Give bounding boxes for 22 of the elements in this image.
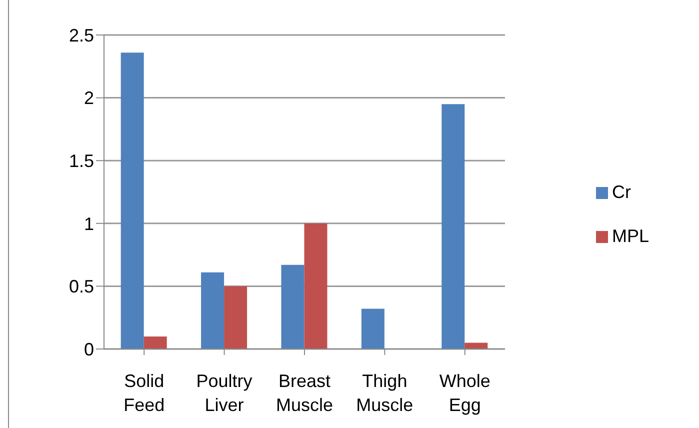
bar — [120, 52, 144, 349]
bar — [464, 342, 488, 349]
x-tick-label: Whole Egg — [439, 371, 490, 415]
bar — [442, 104, 465, 349]
y-tick-label: 0.5 — [68, 276, 94, 297]
bar — [361, 308, 384, 349]
x-tick-label: Thigh Muscle — [356, 371, 414, 415]
y-tick-label: 1 — [84, 214, 94, 234]
x-tick-label: Poultry Liver — [196, 371, 252, 415]
bar — [144, 336, 167, 349]
bar — [281, 264, 304, 349]
x-tick-label: Breast Muscle — [276, 371, 333, 415]
x-tick-label: Solid Feed — [124, 371, 165, 415]
y-tick-label: 2.5 — [68, 25, 94, 46]
y-tick-label: 0 — [84, 339, 94, 360]
y-tick-label: 1.5 — [68, 150, 94, 171]
legend-label: Cr — [612, 182, 631, 202]
bar — [224, 286, 248, 349]
y-tick-label: 2 — [84, 88, 94, 108]
bar — [304, 223, 328, 349]
bar — [201, 272, 224, 349]
legend-label: MPL — [612, 226, 649, 246]
